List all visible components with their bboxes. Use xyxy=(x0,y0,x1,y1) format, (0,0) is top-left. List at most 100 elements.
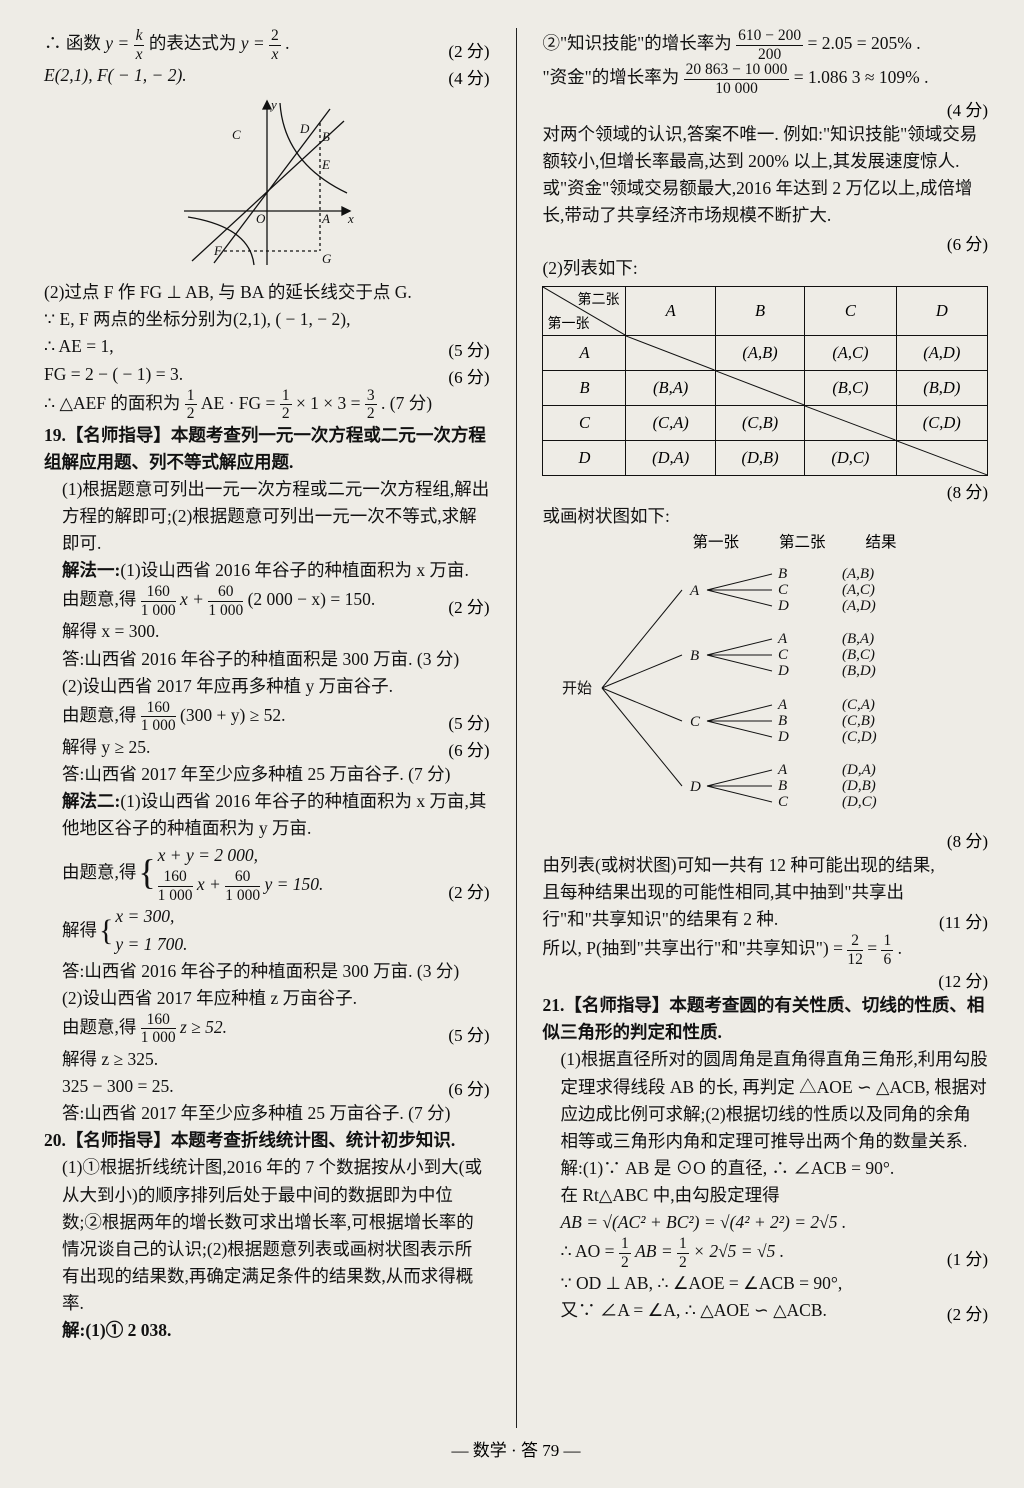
score: (5 分) xyxy=(448,1021,489,1046)
tree-header: 第一张第二张结果 xyxy=(692,530,988,552)
q21-heading: 21.【名师指导】本题考查圆的有关性质、切线的性质、相似三角形的判定和性质. xyxy=(542,992,988,1046)
score: (2 分) xyxy=(947,1300,988,1325)
svg-text:C: C xyxy=(778,647,789,663)
score: (12 分) xyxy=(938,967,988,992)
text: AB = √(AC² + BC²) = √(4² + 2²) = 2√5 . xyxy=(542,1209,988,1236)
svg-text:B: B xyxy=(778,778,787,794)
score: (2 分) xyxy=(448,37,489,62)
svg-text:(C,B): (C,B) xyxy=(842,713,875,729)
svg-text:(B,C): (B,C) xyxy=(842,647,875,663)
text: (2)设山西省 2017 年应种植 z 万亩谷子. xyxy=(44,985,490,1012)
svg-text:A: A xyxy=(777,762,788,778)
text: ∴ △AEF 的面积为 12 AE · FG = 12 × 1 × 3 = 32… xyxy=(44,388,490,422)
text: FG = 2 − ( − 1) = 3. xyxy=(44,361,183,388)
column-divider xyxy=(516,28,517,1428)
text: 由列表(或树状图)可知一共有 12 种可能出现的结果,且每种结果出现的可能性相同… xyxy=(542,852,939,933)
svg-text:A: A xyxy=(689,583,700,599)
svg-text:y: y xyxy=(269,97,277,112)
text: 由题意,得 { x + y = 2 000, 1601 000 x + 601 … xyxy=(62,842,323,903)
text: 由题意,得 1601 000 z ≥ 52. xyxy=(62,1012,227,1046)
text: 解法二:(1)设山西省 2016 年谷子的种植面积为 x 万亩,其他地区谷子的种… xyxy=(44,788,490,842)
svg-text:O: O xyxy=(256,211,266,226)
svg-text:D: D xyxy=(777,598,789,614)
svg-text:E: E xyxy=(321,157,330,172)
text: 答:山西省 2017 年至少应多种植 25 万亩谷子. (7 分) xyxy=(44,1100,490,1127)
score: (5 分) xyxy=(448,336,489,361)
svg-text:B: B xyxy=(690,648,699,664)
score: (6 分) xyxy=(448,1075,489,1100)
text: (2)过点 F 作 FG ⊥ AB, 与 BA 的延长线交于点 G. xyxy=(44,279,490,306)
score: (8 分) xyxy=(947,827,988,852)
right-column: ②"知识技能"的增长率为 610 − 200200 = 2.05 = 205% … xyxy=(542,28,988,1428)
q19-heading: 19.【名师指导】本题考查列一元一次方程或二元一次方程组解应用题、列不等式解应用… xyxy=(44,422,490,476)
score: (2 分) xyxy=(448,593,489,618)
text: 解:(1)∵ AB 是 ⊙O 的直径, ∴ ∠ACB = 90°. xyxy=(542,1155,988,1182)
function-graph: y x O A C D B E F G xyxy=(44,93,490,271)
svg-text:A: A xyxy=(321,211,330,226)
page: ∴ 函数 y = kx 的表达式为 y = 2x . (2 分) E(2,1),… xyxy=(0,0,1024,1488)
line: E(2,1), F( − 1, − 2). (4 分) xyxy=(44,62,490,89)
text: 325 − 300 = 25. xyxy=(62,1073,174,1100)
score: (6 分) xyxy=(947,230,988,255)
text: ∴ AO = 12 AB = 12 × 2√5 = √5 . xyxy=(560,1236,784,1270)
text: "资金"的增长率为 20 863 − 10 00010 000 = 1.086 … xyxy=(542,62,988,96)
text: 解法一:(1)设山西省 2016 年谷子的种植面积为 x 万亩. xyxy=(44,557,490,584)
text: (2)列表如下: xyxy=(542,255,988,282)
svg-text:A: A xyxy=(777,697,788,713)
score: (2 分) xyxy=(448,878,489,903)
line: ∴ 函数 y = kx 的表达式为 y = 2x . (2 分) xyxy=(44,28,490,62)
text: 解得 z ≥ 325. xyxy=(44,1046,490,1073)
text: 又∵ ∠A = ∠A, ∴ △AOE ∽ △ACB. xyxy=(560,1297,826,1324)
tree-diagram: 开始 A B C D BCD ACD ABD ABC (A,B)(A,C)(A,… xyxy=(562,558,988,823)
svg-text:B: B xyxy=(778,713,787,729)
text: (1)①根据折线统计图,2016 年的 7 个数据按从小到大(或从大到小)的顺序… xyxy=(44,1154,490,1317)
svg-text:D: D xyxy=(777,663,789,679)
q20-heading: 20.【名师指导】本题考查折线统计图、统计初步知识. xyxy=(44,1127,490,1154)
svg-text:(C,D): (C,D) xyxy=(842,729,877,745)
two-column-layout: ∴ 函数 y = kx 的表达式为 y = 2x . (2 分) E(2,1),… xyxy=(44,28,988,1428)
svg-text:C: C xyxy=(778,582,789,598)
score: (6 分) xyxy=(448,363,489,388)
left-column: ∴ 函数 y = kx 的表达式为 y = 2x . (2 分) E(2,1),… xyxy=(44,28,490,1428)
text: 解:(1)① 2 038. xyxy=(44,1317,490,1344)
text: 对两个领域的认识,答案不唯一. 例如:"知识技能"领域交易额较小,但增长率最高,… xyxy=(542,121,988,230)
score: (8 分) xyxy=(947,478,988,503)
text: ∴ AE = 1, xyxy=(44,333,114,360)
svg-text:D: D xyxy=(689,779,701,795)
text: (1)根据题意可列出一元一次方程或二元一次方程组,解出方程的解即可;(2)根据题… xyxy=(44,476,490,557)
svg-text:F: F xyxy=(213,243,223,258)
svg-text:x: x xyxy=(347,211,354,226)
text: 在 Rt△ABC 中,由勾股定理得 xyxy=(542,1182,988,1209)
svg-text:(A,C): (A,C) xyxy=(842,582,875,598)
svg-text:C: C xyxy=(232,127,241,142)
text: 由题意,得 1601 000 (300 + y) ≥ 52. xyxy=(62,700,286,734)
text: 解得 x = 300. xyxy=(44,618,490,645)
score: (1 分) xyxy=(947,1245,988,1270)
text: 答:山西省 2017 年至少应多种植 25 万亩谷子. (7 分) xyxy=(44,761,490,788)
score: (4 分) xyxy=(448,64,489,89)
text: 答:山西省 2016 年谷子的种植面积是 300 万亩. (3 分) xyxy=(44,646,490,673)
text: E(2,1), F( − 1, − 2). xyxy=(44,62,187,89)
text: 所以, P(抽到"共享出行"和"共享知识") = 212 = 16 . xyxy=(542,933,988,967)
svg-text:(B,A): (B,A) xyxy=(842,631,874,647)
text: ∴ 函数 y = kx 的表达式为 y = 2x . xyxy=(44,28,290,62)
svg-text:A: A xyxy=(777,631,788,647)
svg-text:B: B xyxy=(322,129,330,144)
page-footer: — 数学 · 答 79 — xyxy=(44,1436,988,1461)
svg-text:G: G xyxy=(322,251,332,266)
svg-text:D: D xyxy=(777,729,789,745)
text: 由题意,得 1601 000 x + 601 000 (2 000 − x) =… xyxy=(62,584,375,618)
text: (1)根据直径所对的圆周角是直角得直角三角形,利用勾股定理求得线段 AB 的长,… xyxy=(542,1046,988,1155)
text: ②"知识技能"的增长率为 610 − 200200 = 2.05 = 205% … xyxy=(542,28,988,62)
svg-text:(D,B): (D,B) xyxy=(842,778,876,794)
svg-text:(A,B): (A,B) xyxy=(842,566,874,582)
svg-text:(D,A): (D,A) xyxy=(842,762,876,778)
text: 解得 { x = 300, y = 1 700. xyxy=(44,903,490,957)
svg-text:(D,C): (D,C) xyxy=(842,794,877,810)
score: (4 分) xyxy=(947,96,988,121)
score: (5 分) xyxy=(448,709,489,734)
text: (2)设山西省 2017 年应再多种植 y 万亩谷子. xyxy=(44,673,490,700)
svg-text:(B,D): (B,D) xyxy=(842,663,876,679)
svg-text:C: C xyxy=(690,714,701,730)
svg-text:D: D xyxy=(299,121,310,136)
